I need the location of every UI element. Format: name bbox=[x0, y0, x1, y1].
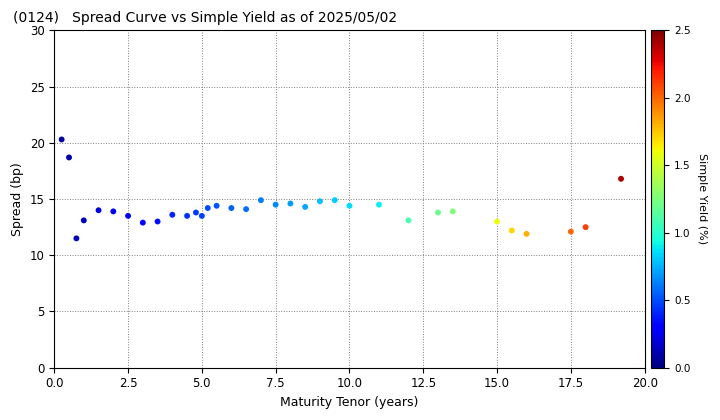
Y-axis label: Simple Yield (%): Simple Yield (%) bbox=[698, 153, 707, 244]
Point bbox=[181, 213, 193, 219]
Point bbox=[521, 231, 532, 237]
Point bbox=[284, 200, 296, 207]
Point bbox=[240, 206, 252, 213]
Point bbox=[225, 205, 237, 211]
Point bbox=[71, 235, 82, 242]
Point bbox=[565, 228, 577, 235]
Y-axis label: Spread (bp): Spread (bp) bbox=[11, 162, 24, 236]
Point bbox=[506, 227, 518, 234]
Point bbox=[300, 204, 311, 210]
Point bbox=[107, 208, 119, 215]
Point bbox=[432, 209, 444, 216]
Point bbox=[202, 205, 214, 211]
Point bbox=[616, 176, 627, 182]
Point bbox=[63, 154, 75, 161]
Point bbox=[56, 136, 68, 143]
Point bbox=[122, 213, 134, 219]
Point bbox=[373, 201, 384, 208]
Point bbox=[314, 198, 325, 205]
Point bbox=[491, 218, 503, 225]
Point bbox=[402, 217, 414, 224]
Point bbox=[580, 224, 591, 231]
Point bbox=[255, 197, 266, 204]
Point bbox=[190, 209, 202, 216]
Point bbox=[343, 202, 355, 209]
Point bbox=[93, 207, 104, 214]
Point bbox=[329, 197, 341, 204]
X-axis label: Maturity Tenor (years): Maturity Tenor (years) bbox=[280, 396, 418, 409]
Point bbox=[152, 218, 163, 225]
Point bbox=[447, 208, 459, 215]
Point bbox=[78, 217, 89, 224]
Point bbox=[196, 213, 207, 219]
Text: (0124)   Spread Curve vs Simple Yield as of 2025/05/02: (0124) Spread Curve vs Simple Yield as o… bbox=[13, 11, 397, 25]
Point bbox=[166, 211, 178, 218]
Point bbox=[211, 202, 222, 209]
Point bbox=[137, 219, 148, 226]
Point bbox=[270, 201, 282, 208]
